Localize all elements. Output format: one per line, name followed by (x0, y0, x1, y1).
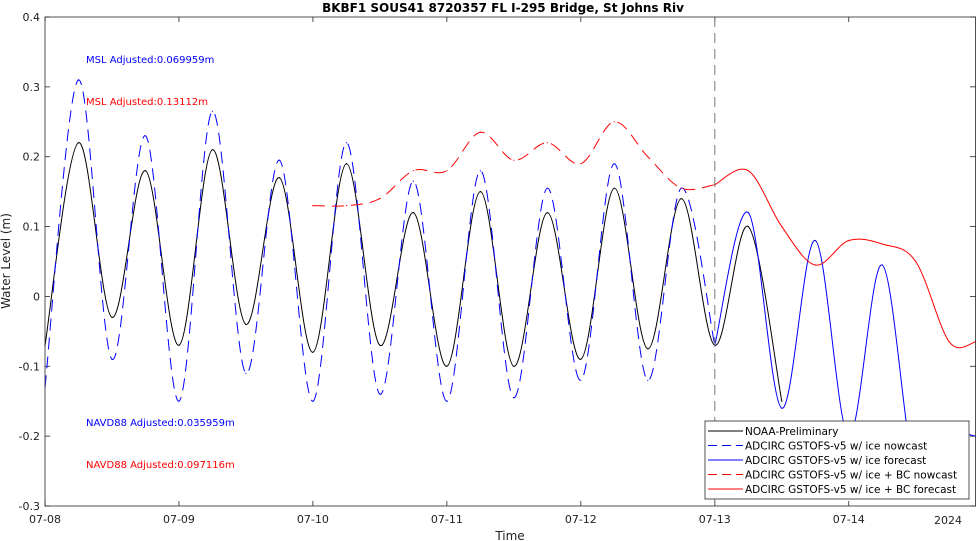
data-point (613, 121, 615, 123)
data-point (580, 163, 582, 165)
data-point (814, 264, 816, 266)
series-line-5 (714, 168, 976, 349)
x-tick-label: 07-13 (699, 513, 731, 526)
data-point (915, 260, 917, 263)
data-point (613, 187, 615, 189)
data-point (580, 379, 582, 381)
x-tick-label: 07-14 (833, 513, 865, 526)
data-point (546, 187, 548, 189)
y-tick-label: 0.2 (23, 151, 41, 164)
data-point (278, 159, 280, 161)
series-line-4 (312, 121, 715, 207)
data-point (781, 407, 783, 409)
legend-label: ADCIRC GSTOFS-v5 w/ ice + BC nowcast (745, 470, 957, 482)
data-point (546, 212, 548, 214)
data-point (345, 142, 347, 144)
data-point (412, 212, 414, 214)
data-point (580, 358, 582, 360)
data-point (613, 163, 615, 165)
data-point (479, 131, 481, 133)
legend-label: ADCIRC GSTOFS-v5 w/ ice + BC forecast (745, 484, 956, 496)
data-point (77, 142, 80, 144)
data-point (245, 372, 247, 374)
annotations: MSL Adjusted:0.069959m MSL Adjusted:0.131… (86, 55, 235, 471)
data-point (379, 198, 381, 200)
data-point (513, 365, 515, 367)
y-tick-label: 0.4 (23, 11, 41, 24)
data-point (881, 243, 883, 245)
data-point (647, 348, 649, 350)
chart-title: BKBF1 SOUS41 8720357 FL I-295 Bridge, St… (322, 1, 684, 15)
data-point (312, 400, 314, 402)
data-point (948, 341, 950, 343)
data-point (546, 142, 548, 144)
data-point (211, 149, 213, 151)
y-tick-label: -0.1 (19, 360, 40, 373)
x-tick-label: 07-08 (29, 513, 61, 526)
y-tick-label: -0.3 (19, 500, 40, 513)
data-point (379, 344, 381, 346)
data-point (479, 170, 481, 172)
data-point (747, 212, 749, 214)
data-point (412, 170, 414, 172)
data-point (345, 163, 347, 165)
data-point (647, 156, 649, 158)
data-point (848, 239, 850, 242)
y-tick-label: 0.3 (23, 81, 41, 94)
data-point (345, 205, 347, 207)
data-point (747, 170, 749, 172)
y-tick-label: -0.2 (19, 430, 40, 443)
annotation-text: MSL Adjusted:0.069959m (86, 55, 214, 66)
data-point (446, 170, 448, 172)
data-point (781, 226, 783, 228)
data-point (881, 264, 883, 266)
x-axis-label: Time (494, 529, 524, 541)
x-tick-label: 07-11 (431, 513, 463, 526)
data-point (144, 135, 147, 137)
series-line-2 (44, 79, 716, 402)
data-point (312, 205, 314, 207)
series-line-1 (44, 142, 783, 402)
annotation-text: MSL Adjusted:0.13112m (86, 97, 208, 108)
annotation-text: NAVD88 Adjusted:0.097116m (86, 460, 235, 471)
data-point (781, 400, 783, 402)
annotation-text: NAVD88 Adjusted:0.035959m (86, 418, 235, 429)
legend-label: ADCIRC GSTOFS-v5 w/ ice forecast (745, 455, 926, 467)
legend-box (704, 420, 970, 500)
data-point (814, 239, 816, 242)
legend: NOAA-Preliminary ADCIRC GSTOFS-v5 w/ ice … (704, 420, 970, 500)
data-point (412, 180, 414, 182)
data-point (111, 358, 113, 360)
data-point (77, 79, 80, 81)
data-point (379, 393, 381, 395)
legend-label: NOAA-Preliminary (745, 426, 838, 438)
x-tick-label: 07-10 (297, 513, 329, 526)
x-tick-label: 07-09 (163, 513, 195, 526)
data-point (747, 226, 749, 228)
data-point (245, 323, 247, 325)
data-point (144, 170, 147, 172)
data-point (479, 191, 481, 193)
data-point (680, 198, 682, 200)
data-point (513, 159, 515, 161)
axis-ticks: -0.3 -0.2 -0.1 0 0.1 0.2 0.3 0.4 07-08 07-09 07-10… (19, 11, 976, 526)
y-axis-label: Water Level (m) (0, 213, 13, 309)
legend-label: ADCIRC GSTOFS-v5 w/ ice nowcast (745, 441, 927, 453)
y-tick-label: 0 (33, 290, 40, 303)
data-point (513, 397, 515, 399)
y-tick-label: 0.1 (23, 221, 41, 234)
data-point (178, 344, 180, 346)
data-point (647, 379, 649, 381)
data-point (680, 187, 682, 189)
data-point (211, 110, 213, 112)
data-point (312, 351, 314, 353)
x-year-label: 2024 (934, 514, 962, 527)
data-point (178, 400, 180, 402)
data-point (446, 400, 448, 402)
x-tick-label: 07-12 (565, 513, 597, 526)
data-point (446, 365, 448, 367)
data-point (278, 177, 280, 179)
data-point (111, 316, 113, 318)
